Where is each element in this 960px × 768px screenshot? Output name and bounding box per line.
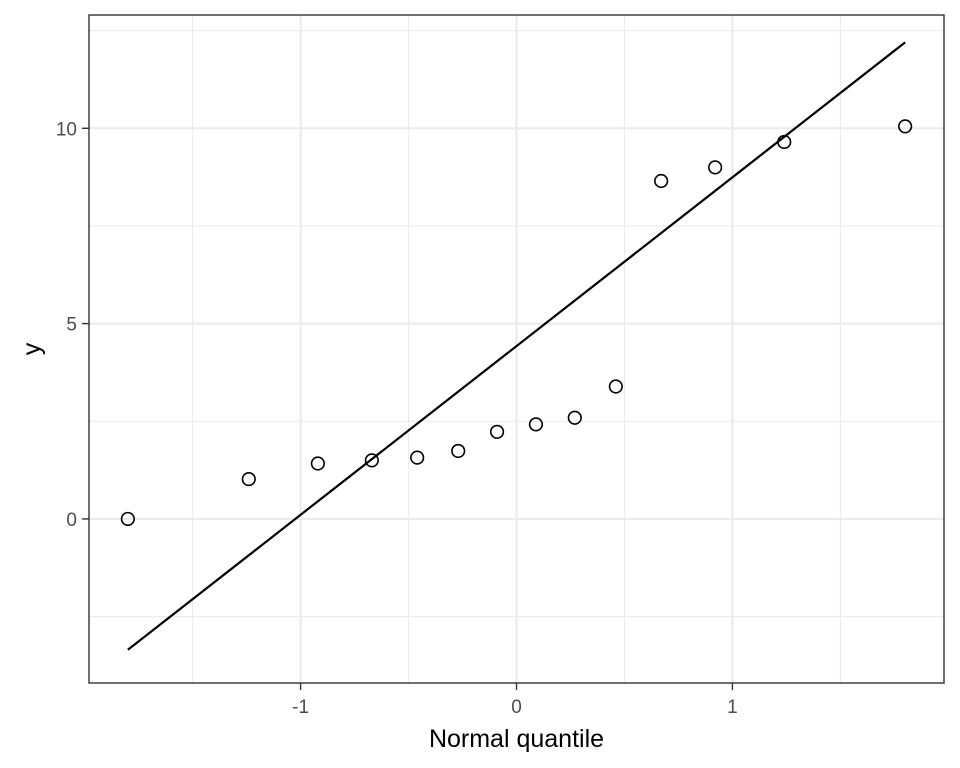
- qq-reference-line: [127, 41, 906, 651]
- data-point: [654, 173, 669, 189]
- x-tick-label: -1: [292, 697, 309, 718]
- data-point: [120, 511, 135, 527]
- data-point: [410, 450, 425, 465]
- reference-line-layer: [127, 41, 906, 651]
- y-axis-title: y: [18, 342, 46, 355]
- data-point: [364, 453, 379, 468]
- data-point: [777, 134, 792, 150]
- data-point: [528, 417, 544, 432]
- data-point: [489, 424, 505, 439]
- y-tick-label: 5: [66, 315, 77, 336]
- y-tick-label: 0: [66, 510, 77, 531]
- y-tick-label: 10: [56, 119, 77, 140]
- data-point: [241, 471, 256, 487]
- x-axis-title: Normal quantile: [429, 725, 604, 753]
- y-axis-ticks: 0 5 10: [56, 119, 89, 531]
- data-point: [898, 119, 913, 134]
- data-point: [608, 379, 623, 394]
- x-axis-ticks: -1 0 1: [292, 683, 738, 718]
- data-point: [310, 456, 325, 471]
- data-point: [708, 160, 723, 175]
- data-point: [567, 410, 582, 425]
- data-points: [120, 119, 913, 527]
- major-gridlines: [89, 15, 944, 683]
- x-tick-label: 1: [727, 697, 738, 718]
- x-tick-label: 0: [511, 697, 522, 718]
- data-point: [451, 443, 466, 459]
